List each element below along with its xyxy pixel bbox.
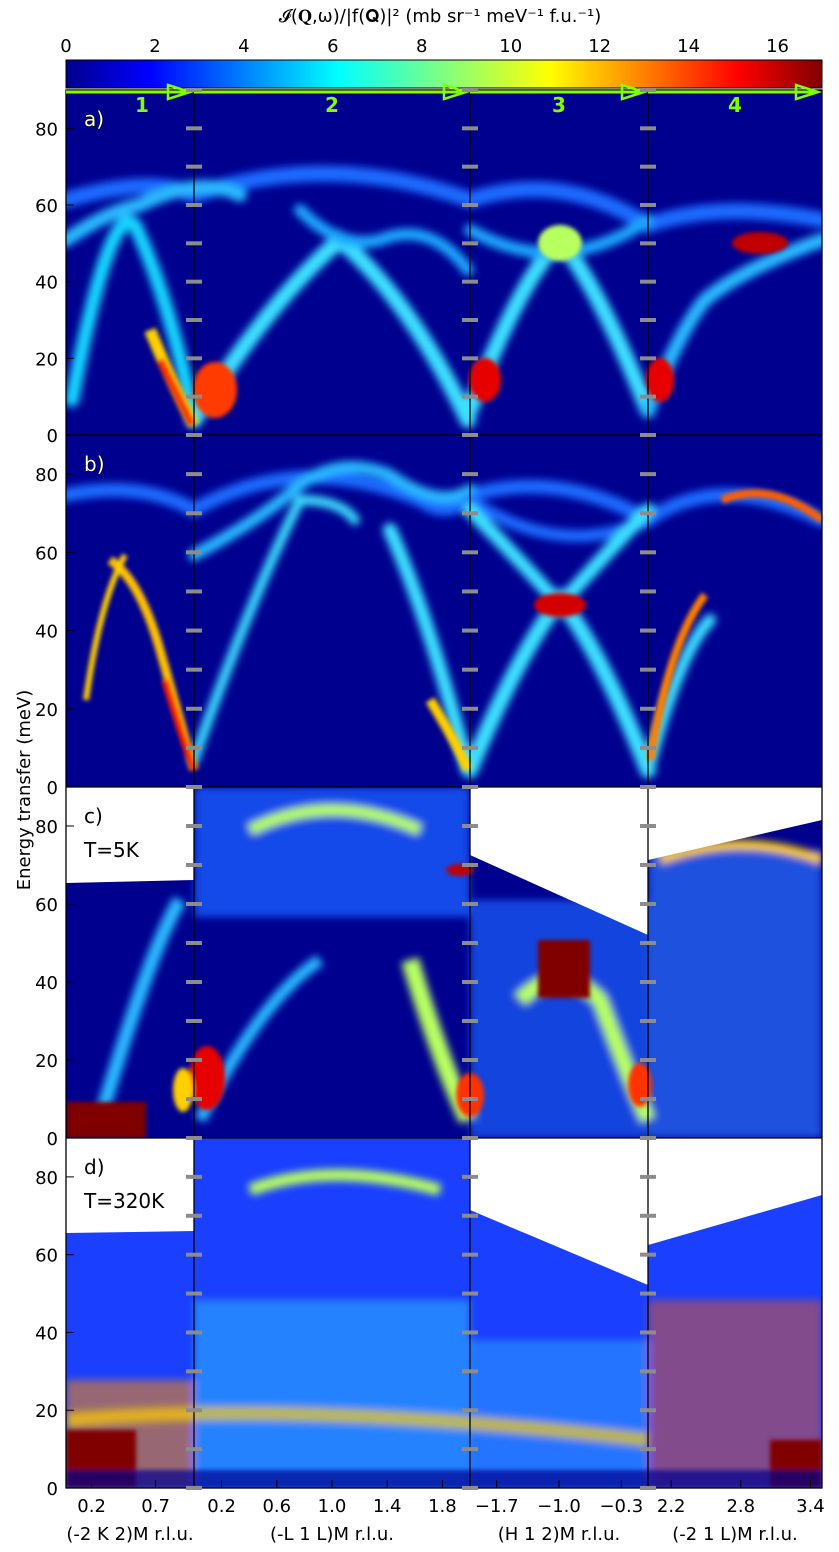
x-tick-label: −1.0 bbox=[537, 1496, 581, 1517]
colorbar-label: 𝓘(𝐐,ω)/|f(𝐐)|² (mb sr⁻¹ meV⁻¹ f.u.⁻¹) bbox=[279, 6, 602, 27]
panel-labels: a) b) c) T=5K d) T=320K bbox=[83, 106, 165, 1213]
colorbar-tick-label: 2 bbox=[149, 36, 160, 57]
q-path-arrows: 1 2 3 4 bbox=[66, 83, 823, 117]
y-tick-label: 20 bbox=[35, 1051, 58, 1072]
x-tick-label: 2.8 bbox=[726, 1496, 755, 1517]
y-tick-label: 80 bbox=[35, 465, 58, 486]
y-tick-label: 60 bbox=[35, 196, 58, 217]
y-tick-label: 40 bbox=[35, 622, 58, 643]
x-tick-label: 1.0 bbox=[318, 1496, 347, 1517]
colorbar-tick-labels: 0 2 4 6 8 10 12 14 16 bbox=[60, 36, 789, 66]
x-axis-label: (-L 1 L)M r.l.u. bbox=[270, 1524, 394, 1545]
colorbar-tick-label: 14 bbox=[677, 36, 700, 57]
x-tick-label: 3.4 bbox=[796, 1496, 825, 1517]
colorbar: 𝓘(𝐐,ω)/|f(𝐐)|² (mb sr⁻¹ meV⁻¹ f.u.⁻¹) 0 2… bbox=[60, 6, 823, 89]
x-tick-label: 0.6 bbox=[262, 1496, 291, 1517]
y-tick-label: 80 bbox=[35, 817, 58, 838]
panel-c bbox=[66, 787, 822, 1138]
y-tick-label: 60 bbox=[35, 1246, 58, 1267]
y-tick-label: 80 bbox=[35, 119, 58, 140]
x-tick-label: 2.2 bbox=[657, 1496, 686, 1517]
x-tick-label: 0.2 bbox=[207, 1496, 236, 1517]
y-tick-label: 60 bbox=[35, 895, 58, 916]
path-segment-label: 2 bbox=[325, 93, 339, 117]
x-tick-label: −1.7 bbox=[475, 1496, 519, 1517]
x-axis-label: (-2 1 L)M r.l.u. bbox=[672, 1524, 798, 1545]
colorbar-tick-label: 12 bbox=[588, 36, 611, 57]
panel-label: b) bbox=[84, 452, 105, 476]
path-segment-label: 4 bbox=[728, 93, 742, 117]
panel-a bbox=[66, 90, 822, 435]
colorbar-tick-label: 4 bbox=[238, 36, 249, 57]
panel-temperature: T=320K bbox=[83, 1189, 165, 1213]
x-tick-label: 0.7 bbox=[141, 1496, 170, 1517]
x-tick-label: 1.4 bbox=[373, 1496, 402, 1517]
y-tick-label: 20 bbox=[35, 700, 58, 721]
panel-b bbox=[66, 435, 822, 787]
y-tick-label: 0 bbox=[47, 1129, 58, 1150]
x-axis-label: (H 1 2)M r.l.u. bbox=[498, 1524, 621, 1545]
panel-label: d) bbox=[84, 1155, 105, 1179]
colorbar-tick-label: 8 bbox=[416, 36, 427, 57]
x-axis-label: (-2 K 2)M r.l.u. bbox=[66, 1524, 193, 1545]
y-tick-label: 40 bbox=[35, 273, 58, 294]
y-tick-label: 40 bbox=[35, 1323, 58, 1344]
path-segment-label: 1 bbox=[135, 93, 149, 117]
path-arrow-head bbox=[166, 83, 195, 101]
path-arrow-head bbox=[620, 83, 649, 101]
x-tick-label: 1.8 bbox=[428, 1496, 457, 1517]
path-arrow-head bbox=[794, 83, 823, 101]
colorbar-tick-label: 16 bbox=[766, 36, 789, 57]
path-arrow-head bbox=[442, 83, 471, 101]
y-tick-label: 20 bbox=[35, 1401, 58, 1422]
y-axis: 0 20 40 60 80 0 20 40 60 80 0 20 40 60 80 0 20 40 60 80 bbox=[35, 119, 74, 1500]
y-tick-label: 0 bbox=[47, 426, 58, 447]
y-tick-label: 40 bbox=[35, 973, 58, 994]
panel-label: c) bbox=[84, 804, 103, 828]
colorbar-tick-label: 10 bbox=[499, 36, 522, 57]
colorbar-tick-label: 0 bbox=[60, 36, 71, 57]
panel-temperature: T=5K bbox=[83, 838, 140, 862]
y-axis-label: Energy transfer (meV) bbox=[14, 690, 35, 891]
panel-label: a) bbox=[84, 107, 104, 131]
y-tick-label: 20 bbox=[35, 349, 58, 370]
segment-tick-marks bbox=[186, 88, 656, 1490]
colorbar-tick-label: 6 bbox=[327, 36, 338, 57]
path-segment-label: 3 bbox=[552, 93, 566, 117]
x-axis: 0.2 0.7 (-2 K 2)M r.l.u. 0.2 0.6 1.0 1.4 1.8 (-L… bbox=[66, 1480, 825, 1545]
x-tick-label: 0.2 bbox=[77, 1496, 106, 1517]
y-tick-label: 0 bbox=[47, 1479, 58, 1500]
y-tick-label: 80 bbox=[35, 1168, 58, 1189]
y-tick-label: 0 bbox=[47, 778, 58, 799]
panel-d bbox=[66, 1138, 822, 1488]
y-tick-label: 60 bbox=[35, 543, 58, 564]
x-tick-label: −0.3 bbox=[599, 1496, 643, 1517]
